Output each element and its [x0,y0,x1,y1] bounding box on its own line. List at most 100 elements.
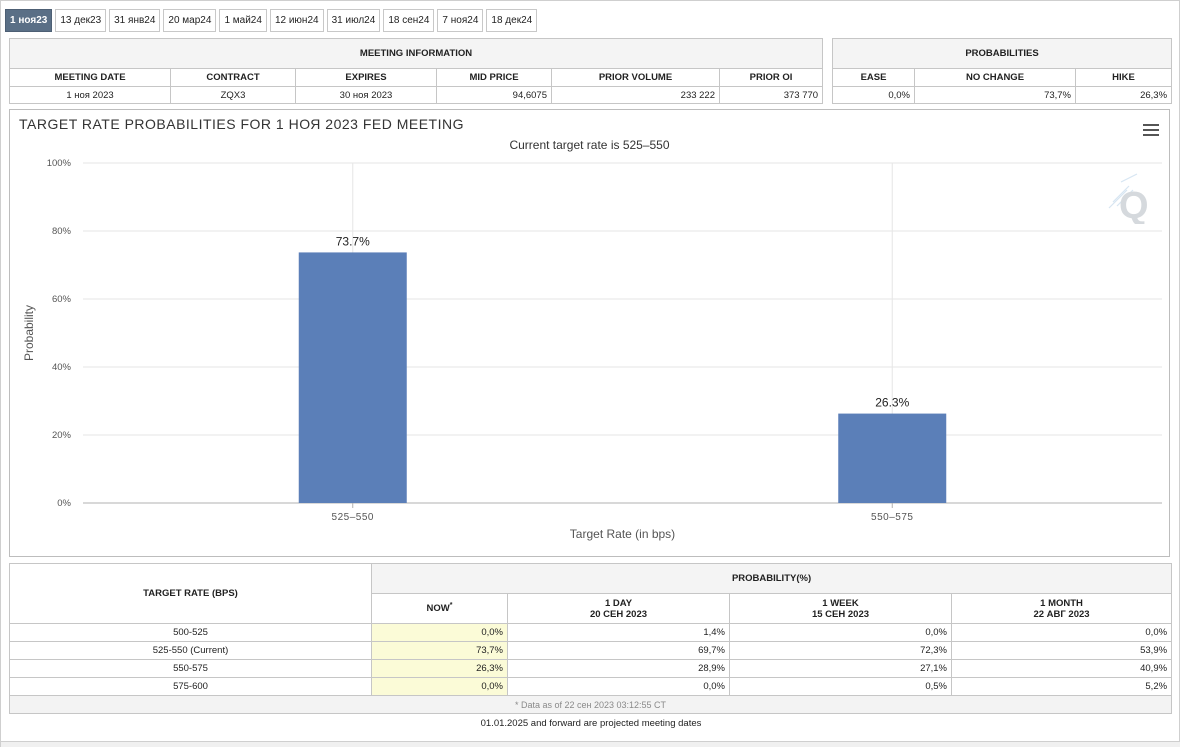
meeting-col-header: CONTRACT [170,68,296,87]
tab-meeting-8[interactable]: 7 ноя24 [437,9,484,32]
tab-meeting-3[interactable]: 20 мар24 [163,9,217,32]
probability-cell: 0,0% [832,86,915,104]
projected-dates-note: 01.01.2025 and forward are projected mee… [480,718,702,729]
subcol-label-text: 1 DAY [604,597,633,609]
probabilities-header: PROBABILITIES [831,38,1173,69]
y-tick-label: 100% [47,158,72,169]
probability-cell: 40,9% [950,659,1173,678]
tab-meeting-0[interactable]: 1 ноя23 [5,9,53,32]
subcol-label-text: 1 MONTH [1040,597,1083,609]
probability-cell: 27,1% [729,659,952,678]
probability-cell: 28,9% [507,659,730,678]
chart-canvas: 0% 20% 40% 60% 80% 100% 73.7% 525–550 26.3% 550–5… [22,158,1162,541]
tab-meeting-9[interactable]: 18 дек24 [486,9,538,32]
tab-meeting-1[interactable]: 13 дек23 [55,9,107,32]
probability-cell: 53,9% [950,641,1173,660]
meeting-cell: 1 ноя 2023 [9,86,171,104]
meeting-col-header: EXPIRES [295,68,437,87]
table-row: 500-525 0,0% 1,4% 0,0% 0,0% [9,623,1173,642]
subcol-label: 1 MONTH [953,597,1171,609]
tab-meeting-4[interactable]: 1 май24 [219,9,267,32]
probability-cell: 73,7% [914,86,1076,104]
meeting-col-header: PRIOR OI [718,68,824,87]
bar [298,252,407,503]
target-rate-cell: 525-550 (Current) [9,641,372,660]
table-row: 550-575 26,3% 28,9% 27,1% 40,9% [9,659,1173,678]
bar [838,413,947,503]
subcol-label: 1 WEEK [731,597,951,609]
data-as-of-note: * Data as of 22 сен 2023 03:12:55 CT [8,695,1173,714]
now-probability-cell: 0,0% [371,623,508,642]
asterisk-marker: * [449,602,453,610]
meeting-cell: 94,6075 [436,86,552,104]
probability-subcol-header: NOW* [371,593,508,624]
meeting-cell: 233 222 [551,86,720,104]
target-rate-probability-table: TARGET RATE (BPS) PROBABILITY(%) NOW* 1 D… [8,563,1173,714]
probability-cell: 69,7% [507,641,730,660]
probability-col-header: EASE [832,68,915,87]
bottom-edge [1,741,1180,747]
meeting-cell: 30 ноя 2023 [295,86,437,104]
probability-subcol-header: 1 MONTH 22 АВГ 2023 [950,593,1173,624]
subcol-label: NOW* [373,602,507,615]
meeting-date-tabs: 1 ноя23 13 дек23 31 янв24 20 мар24 1 май24 12… [5,9,538,33]
svg-text:Q: Q [1119,185,1149,224]
probability-cell: 0,5% [729,677,952,696]
tab-meeting-5[interactable]: 12 июн24 [269,9,324,32]
meeting-information-table: MEETING INFORMATION MEETING DATE CONTRACT… [8,38,824,104]
hamburger-menu-icon[interactable] [1143,124,1159,136]
chart-title: TARGET RATE PROBABILITIES FOR 1 НОЯ 2023… [19,116,465,132]
y-axis-label: Probability [22,305,36,361]
now-probability-cell: 0,0% [371,677,508,696]
probability-cell: 26,3% [1074,86,1173,104]
probability-cell: 0,0% [729,623,952,642]
meeting-col-header: MID PRICE [436,68,552,87]
probability-col-header: NO CHANGE [914,68,1076,87]
probability-cell: 72,3% [729,641,952,660]
y-tick-label: 0% [57,498,71,509]
meeting-information-header: MEETING INFORMATION [8,38,824,69]
subcol-date: 22 АВГ 2023 [1033,608,1090,620]
probability-cell: 0,0% [507,677,730,696]
target-rate-cell: 575-600 [9,677,372,696]
subcol-label-text: 1 WEEK [822,597,859,609]
x-tick-label: 525–550 [332,512,374,523]
probability-cell: 1,4% [507,623,730,642]
quikstrike-q-logo-icon: Q [1108,173,1149,224]
probabilities-table: PROBABILITIES EASE NO CHANGE HIKE 0,0% 73,7… [831,38,1173,104]
x-axis-label: Target Rate (in bps) [570,527,675,541]
meeting-col-header: PRIOR VOLUME [551,68,720,87]
probability-subcol-header: 1 DAY 20 СЕН 2023 [507,593,730,624]
meeting-cell: 373 770 [718,86,824,104]
target-rate-chart: 0% 20% 40% 60% 80% 100% 73.7% 525–550 26.3% 550–5… [9,109,1170,557]
y-tick-label: 40% [52,362,72,373]
probability-group-header: PROBABILITY(%) [370,563,1173,594]
meeting-cell: ZQX3 [170,86,296,104]
subcol-label: 1 DAY [509,597,729,609]
chart-subtitle: Current target rate is 525–550 [509,138,670,152]
now-probability-cell: 26,3% [371,659,508,678]
subcol-date: 15 СЕН 2023 [811,608,870,620]
tab-meeting-7[interactable]: 18 сен24 [383,9,435,32]
subcol-date: 20 СЕН 2023 [589,608,648,620]
y-tick-label: 60% [52,294,72,305]
y-tick-label: 20% [52,430,72,441]
probability-col-header: HIKE [1074,68,1173,87]
meeting-col-header: MEETING DATE [9,68,171,87]
bar-data-label: 26.3% [875,396,909,410]
tab-meeting-2[interactable]: 31 янв24 [109,9,161,32]
now-probability-cell: 73,7% [371,641,508,660]
tab-meeting-6[interactable]: 31 июл24 [326,9,381,32]
target-rate-cell: 500-525 [9,623,372,642]
probability-cell: 0,0% [950,623,1173,642]
y-tick-label: 80% [52,226,72,237]
table-row: 525-550 (Current) 73,7% 69,7% 72,3% 53,9% [9,641,1173,660]
probability-subcol-header: 1 WEEK 15 СЕН 2023 [729,593,952,624]
target-rate-cell: 550-575 [9,659,372,678]
subcol-label-text: NOW [426,603,450,615]
table-row: 575-600 0,0% 0,0% 0,5% 5,2% [9,677,1173,696]
bar-data-label: 73.7% [336,234,370,248]
x-tick-label: 550–575 [871,512,913,523]
probability-cell: 5,2% [950,677,1173,696]
